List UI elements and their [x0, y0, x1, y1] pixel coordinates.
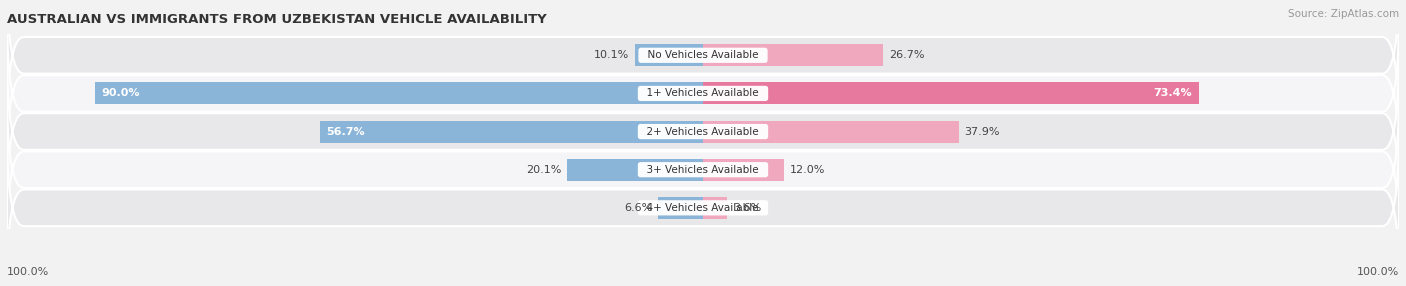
Text: 73.4%: 73.4% — [1153, 88, 1192, 98]
Bar — [703, 82, 1199, 104]
FancyBboxPatch shape — [7, 93, 1399, 247]
Bar — [634, 44, 703, 66]
FancyBboxPatch shape — [7, 0, 1399, 132]
Text: 2+ Vehicles Available: 2+ Vehicles Available — [641, 127, 765, 136]
Text: 56.7%: 56.7% — [326, 127, 366, 136]
Text: 100.0%: 100.0% — [1357, 267, 1399, 277]
Text: 10.1%: 10.1% — [595, 50, 630, 60]
Text: 6.6%: 6.6% — [624, 203, 652, 213]
Text: 37.9%: 37.9% — [965, 127, 1000, 136]
Text: 12.0%: 12.0% — [790, 165, 825, 175]
Text: AUSTRALIAN VS IMMIGRANTS FROM UZBEKISTAN VEHICLE AVAILABILITY: AUSTRALIAN VS IMMIGRANTS FROM UZBEKISTAN… — [7, 13, 547, 26]
Text: 1+ Vehicles Available: 1+ Vehicles Available — [641, 88, 765, 98]
Text: 100.0%: 100.0% — [7, 267, 49, 277]
Text: No Vehicles Available: No Vehicles Available — [641, 50, 765, 60]
Text: 4+ Vehicles Available: 4+ Vehicles Available — [641, 203, 765, 213]
Bar — [703, 120, 959, 143]
Bar — [703, 159, 785, 181]
Text: 90.0%: 90.0% — [101, 88, 141, 98]
Text: 3.6%: 3.6% — [733, 203, 761, 213]
Bar — [94, 82, 703, 104]
Text: 26.7%: 26.7% — [889, 50, 924, 60]
Text: 20.1%: 20.1% — [526, 165, 562, 175]
Bar — [703, 44, 883, 66]
FancyBboxPatch shape — [7, 55, 1399, 208]
Text: Source: ZipAtlas.com: Source: ZipAtlas.com — [1288, 9, 1399, 19]
Text: 3+ Vehicles Available: 3+ Vehicles Available — [641, 165, 765, 175]
Bar — [658, 197, 703, 219]
FancyBboxPatch shape — [7, 16, 1399, 170]
FancyBboxPatch shape — [7, 131, 1399, 285]
Bar — [567, 159, 703, 181]
Bar — [321, 120, 703, 143]
Bar — [703, 197, 727, 219]
